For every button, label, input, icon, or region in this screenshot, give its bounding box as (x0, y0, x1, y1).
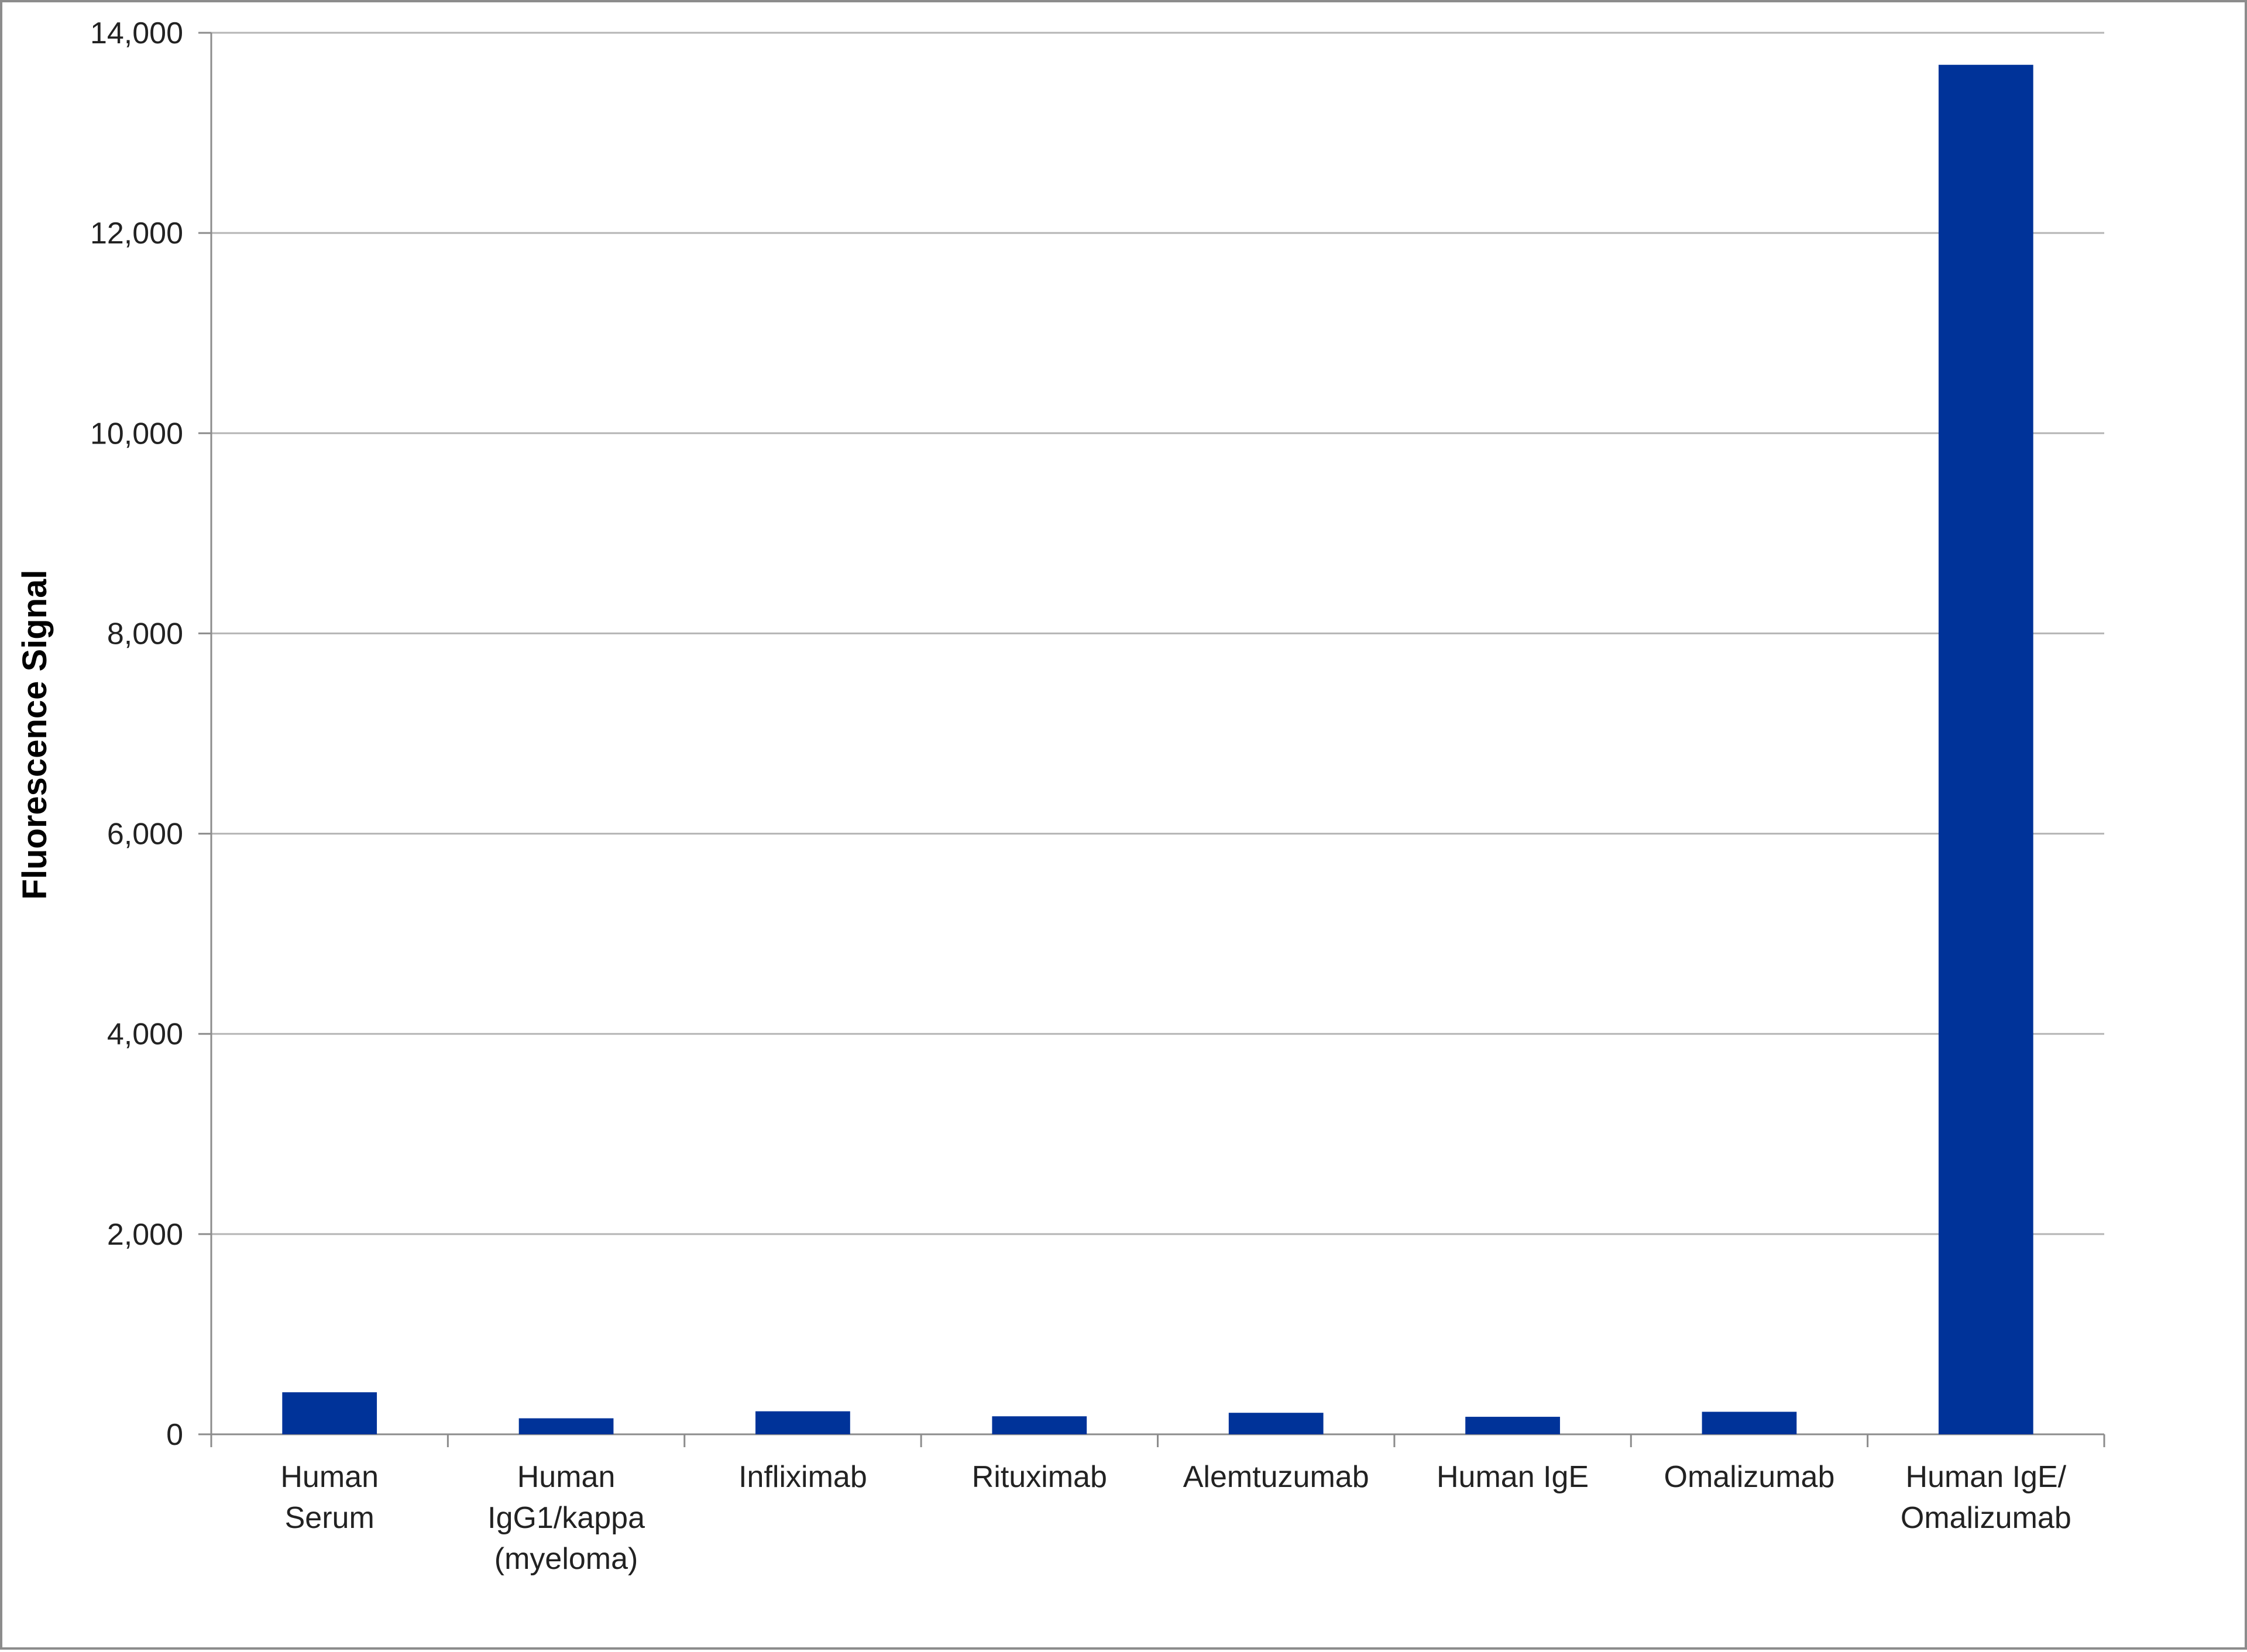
y-axis-title: Fluorescence Signal (16, 569, 54, 899)
x-category-label: Rituximab (972, 1460, 1107, 1494)
y-tick-label: 12,000 (90, 217, 183, 250)
x-category-label: Alemtuzumab (1183, 1460, 1369, 1494)
y-tick-labels: 0 2,000 4,000 6,000 8,000 10,000 12,000 14,000 (90, 16, 183, 1452)
bar (1938, 64, 2033, 1434)
x-category-label: (myeloma) (494, 1542, 638, 1576)
x-category-labels: Human Serum Human IgG1/kappa (myeloma) Inflix… (280, 1460, 2071, 1576)
grid-lines (211, 32, 2104, 1235)
x-category-label: Omalizumab (1664, 1460, 1835, 1494)
y-tick-label: 4,000 (107, 1018, 183, 1052)
y-tick-label: 0 (166, 1418, 183, 1452)
x-category-label: Infliximab (738, 1460, 867, 1494)
axes (198, 32, 2105, 1447)
x-category-label: Human (517, 1460, 616, 1494)
y-tick-label: 8,000 (107, 617, 183, 651)
bar (1702, 1411, 1797, 1434)
x-category-label: Human IgE (1437, 1460, 1589, 1494)
bar (282, 1392, 377, 1434)
bar (518, 1418, 614, 1434)
y-tick-label: 2,000 (107, 1218, 183, 1252)
x-category-label: Serum (285, 1501, 374, 1535)
bar (755, 1411, 850, 1434)
bar (1465, 1417, 1560, 1434)
y-tick-label: 14,000 (90, 16, 183, 50)
x-category-label: Human (280, 1460, 379, 1494)
bars (282, 64, 2033, 1434)
y-tick-label: 6,000 (107, 818, 183, 851)
bar (1228, 1413, 1324, 1434)
x-category-label: IgG1/kappa (487, 1501, 645, 1535)
y-tick-label: 10,000 (90, 417, 183, 451)
x-category-label: Omalizumab (1901, 1501, 2071, 1535)
x-category-label: Human IgE/ (1906, 1460, 2067, 1494)
bar (992, 1416, 1087, 1434)
